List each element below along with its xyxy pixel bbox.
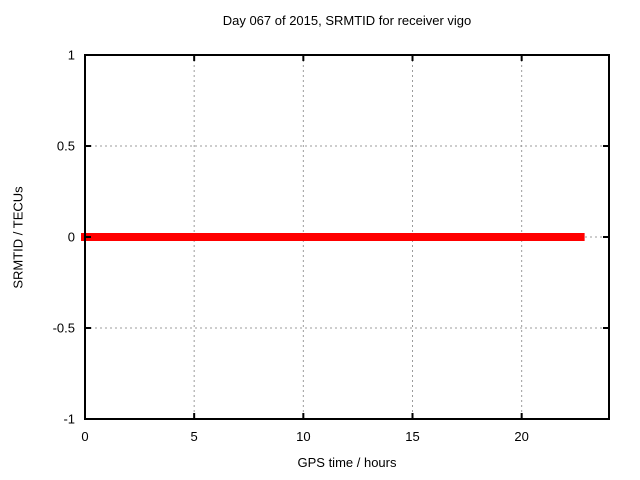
x-tick-label: 5	[191, 429, 198, 444]
chart-title: Day 067 of 2015, SRMTID for receiver vig…	[222, 13, 472, 28]
x-tick-label: 15	[405, 429, 419, 444]
y-tick-label: 0.5	[57, 139, 75, 154]
x-axis-label: GPS time / hours	[297, 455, 397, 470]
x-tick-label: 20	[514, 429, 528, 444]
x-tick-label: 10	[296, 429, 310, 444]
x-tick-label: 0	[81, 429, 88, 444]
y-tick-label: 0	[68, 230, 75, 245]
y-tick-label: -0.5	[53, 321, 75, 336]
y-tick-label: 1	[68, 48, 75, 63]
y-tick-label: -1	[63, 412, 75, 427]
